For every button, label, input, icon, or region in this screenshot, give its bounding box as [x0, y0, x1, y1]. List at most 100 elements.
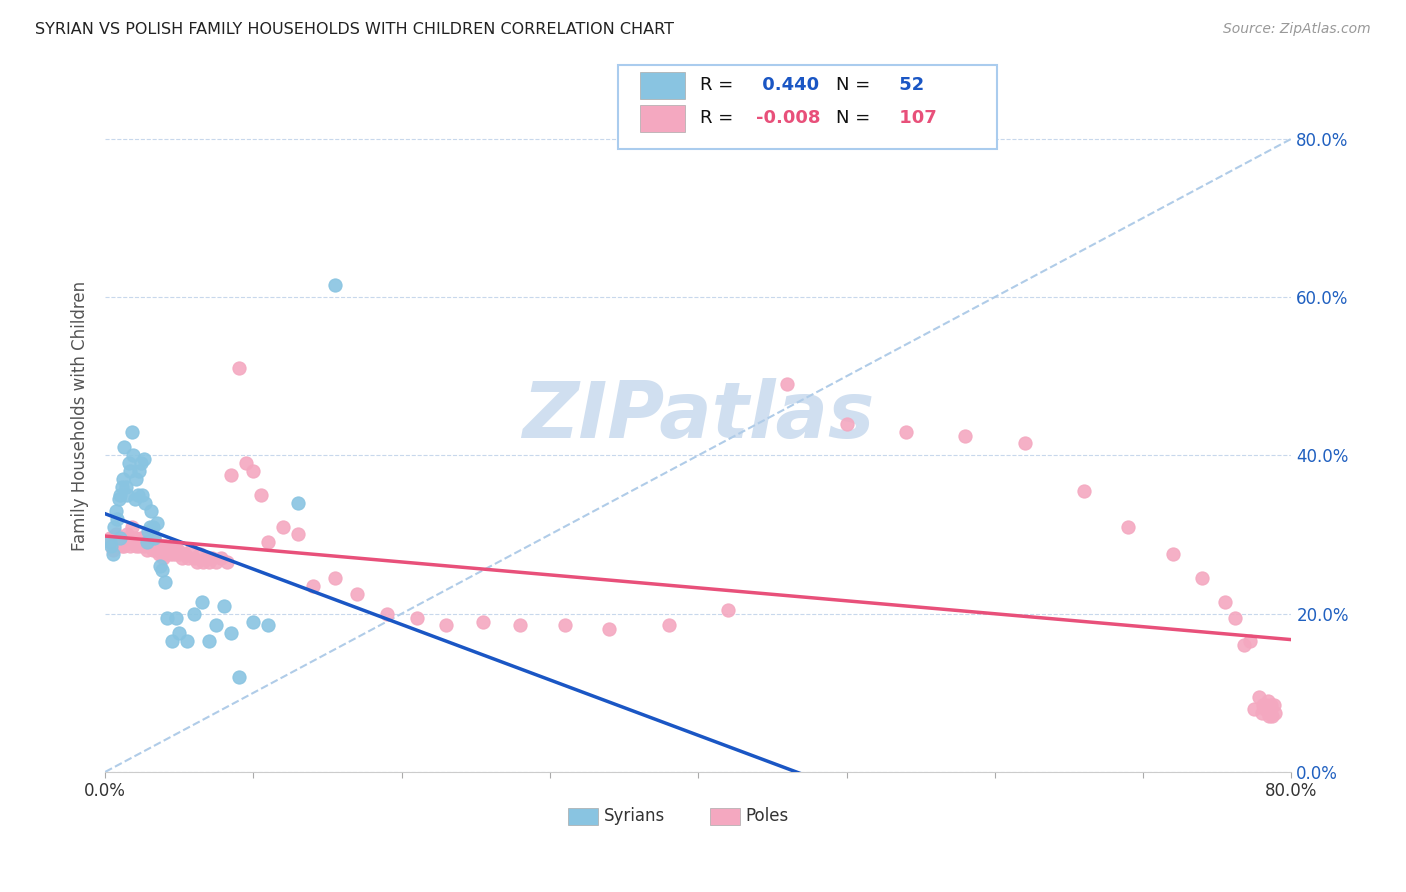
Point [131, 488, 153, 502]
Point [195, 551, 218, 566]
Point [101, 543, 124, 558]
Point [198, 555, 221, 569]
Point [101, 547, 124, 561]
Point [271, 519, 294, 533]
Bar [640, 72, 685, 100]
Point [180, 543, 202, 558]
Point [219, 626, 242, 640]
Point [105, 539, 128, 553]
Point [160, 634, 183, 648]
Point [257, 535, 280, 549]
Point [98, 532, 121, 546]
Text: Syrians: Syrians [603, 807, 665, 825]
Point [132, 539, 155, 553]
Point [114, 441, 136, 455]
Point [146, 539, 169, 553]
Point [1161, 547, 1184, 561]
Point [107, 532, 129, 546]
Point [346, 587, 368, 601]
Point [103, 519, 125, 533]
Text: Source: ZipAtlas.com: Source: ZipAtlas.com [1223, 22, 1371, 37]
Point [111, 472, 134, 486]
Y-axis label: Family Households with Children: Family Households with Children [72, 281, 89, 551]
Point [111, 535, 134, 549]
Point [138, 539, 160, 553]
Point [287, 496, 309, 510]
Text: R =: R = [700, 76, 738, 95]
Point [131, 532, 153, 546]
Point [122, 448, 145, 462]
Point [1263, 698, 1285, 712]
Text: Poles: Poles [745, 807, 789, 825]
Text: N =: N = [837, 76, 876, 95]
Point [107, 491, 129, 506]
Point [1118, 519, 1140, 533]
Point [120, 464, 142, 478]
Point [136, 532, 159, 546]
Point [183, 551, 205, 566]
Point [1257, 694, 1279, 708]
Point [219, 468, 242, 483]
Point [301, 579, 323, 593]
Point [434, 618, 457, 632]
Point [174, 547, 197, 561]
Bar [568, 807, 598, 825]
Point [141, 504, 163, 518]
Point [1258, 709, 1281, 723]
Point [169, 547, 191, 561]
Point [509, 618, 531, 632]
Point [141, 535, 163, 549]
Point [835, 417, 858, 431]
Point [156, 610, 179, 624]
Point [188, 547, 211, 561]
Point [776, 377, 799, 392]
Point [167, 543, 190, 558]
Point [163, 539, 186, 553]
Point [186, 555, 208, 569]
Point [149, 539, 172, 553]
Point [1233, 638, 1256, 652]
Point [155, 547, 177, 561]
Point [153, 539, 176, 553]
Point [105, 511, 128, 525]
Point [110, 480, 132, 494]
Point [1260, 698, 1282, 712]
Point [103, 532, 125, 546]
Point [205, 618, 228, 632]
Point [198, 634, 221, 648]
Point [110, 539, 132, 553]
Point [169, 626, 191, 640]
Point [118, 456, 141, 470]
Point [136, 524, 159, 538]
FancyBboxPatch shape [617, 64, 997, 149]
Point [115, 480, 138, 494]
Point [149, 559, 172, 574]
Point [127, 535, 149, 549]
Point [405, 610, 427, 624]
Point [375, 607, 398, 621]
Text: ZIPatlas: ZIPatlas [522, 377, 875, 454]
Text: -0.008: -0.008 [756, 109, 821, 127]
Point [176, 634, 198, 648]
Point [165, 547, 187, 561]
Point [125, 472, 148, 486]
Point [138, 519, 160, 533]
Bar [640, 105, 685, 132]
Point [135, 535, 157, 549]
Point [1223, 610, 1246, 624]
Point [1254, 701, 1277, 715]
Text: R =: R = [700, 109, 738, 127]
Point [124, 491, 146, 506]
Point [124, 532, 146, 546]
Point [153, 574, 176, 589]
Point [121, 425, 143, 439]
Point [190, 595, 212, 609]
Point [1243, 701, 1265, 715]
Point [554, 618, 576, 632]
Point [100, 539, 122, 553]
Point [129, 456, 152, 470]
Point [152, 551, 174, 566]
Point [104, 504, 127, 518]
Text: SYRIAN VS POLISH FAMILY HOUSEHOLDS WITH CHILDREN CORRELATION CHART: SYRIAN VS POLISH FAMILY HOUSEHOLDS WITH … [35, 22, 673, 37]
Point [132, 452, 155, 467]
